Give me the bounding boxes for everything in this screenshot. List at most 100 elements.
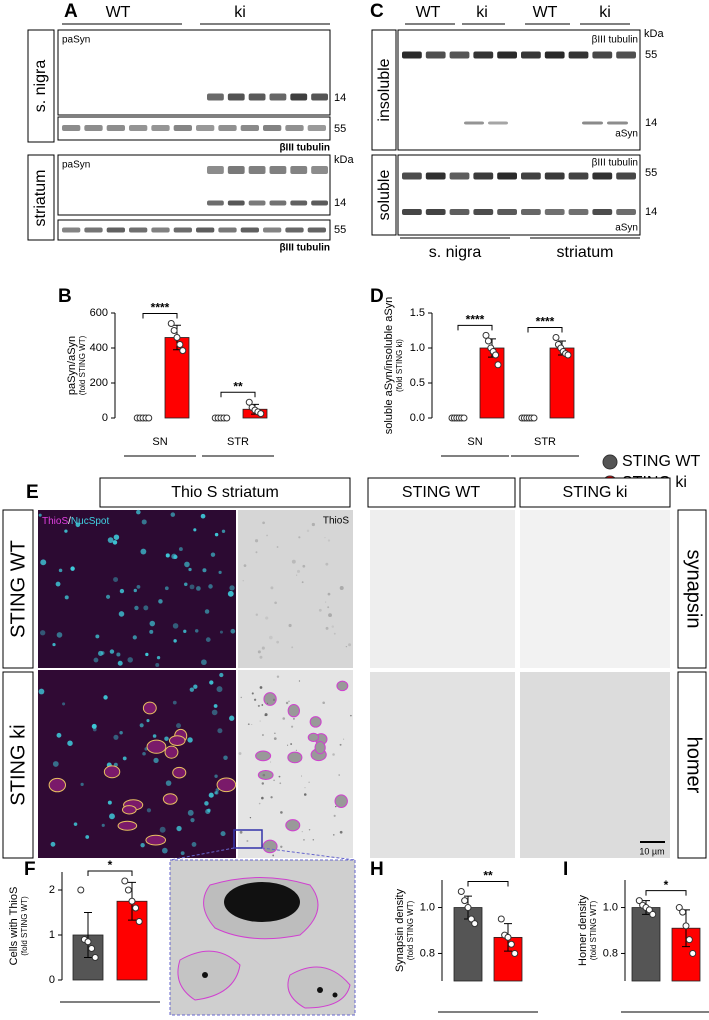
texture-dot xyxy=(312,838,315,841)
texture-dot xyxy=(50,841,56,847)
texture-dot xyxy=(188,567,192,572)
texture-dot xyxy=(251,692,254,695)
region-label: s. nigra xyxy=(429,244,482,261)
significance-bracket xyxy=(457,324,493,331)
blot-band xyxy=(425,51,446,59)
data-point xyxy=(167,320,175,327)
blot-band xyxy=(207,166,224,174)
texture-dot xyxy=(269,761,272,763)
target-label: aSyn xyxy=(615,223,638,234)
blot-band xyxy=(218,125,237,131)
texture-dot xyxy=(291,725,294,728)
texture-dot xyxy=(306,529,310,533)
texture-dot xyxy=(149,629,154,634)
texture-dot xyxy=(298,536,301,539)
blot-band xyxy=(240,227,259,233)
blot-panel-a: WT ki s. nigra paSyn 14 55 βIII tubulin … xyxy=(27,4,354,254)
panel-letter: D xyxy=(370,286,384,307)
micrograph xyxy=(520,510,670,668)
blot-band xyxy=(207,93,224,101)
blot-band xyxy=(129,125,148,131)
data-point xyxy=(88,945,96,952)
texture-dot xyxy=(215,788,220,792)
y-axis-note: (fold STING WT) xyxy=(589,900,598,960)
texture-dot xyxy=(183,629,187,633)
blot-band xyxy=(592,209,613,215)
data-point xyxy=(675,904,683,912)
texture-dot xyxy=(262,734,264,736)
data-point xyxy=(145,414,153,422)
texture-dot xyxy=(296,569,301,573)
blot-band xyxy=(449,51,470,59)
cell-outline xyxy=(121,805,137,815)
blot-band xyxy=(425,209,446,215)
blot-band xyxy=(207,200,224,206)
loading-label: βIII tubulin xyxy=(279,243,330,254)
texture-dot xyxy=(132,635,137,640)
texture-dot xyxy=(285,701,289,705)
texture-dot xyxy=(159,826,166,833)
blot-band xyxy=(84,125,103,131)
region-box xyxy=(27,29,55,143)
column-label: STING WT xyxy=(402,484,480,501)
blot-band xyxy=(106,125,125,131)
texture-dot xyxy=(139,723,144,728)
y-tick-label: 0.8 xyxy=(603,947,618,959)
texture-dot xyxy=(303,793,307,796)
data-point xyxy=(77,886,85,894)
blot-band xyxy=(106,227,125,233)
texture-dot xyxy=(229,715,235,721)
texture-dot xyxy=(290,743,293,745)
texture-dot xyxy=(318,608,322,612)
texture-dot xyxy=(308,829,311,831)
blot-band xyxy=(473,172,494,180)
texture-dot xyxy=(328,613,332,618)
texture-dot xyxy=(339,585,344,590)
texture-dot xyxy=(345,645,348,648)
blot-band xyxy=(497,209,517,215)
texture-dot xyxy=(274,601,277,605)
texture-dot xyxy=(208,792,214,798)
texture-dot xyxy=(324,537,326,539)
x-tick-label: SN xyxy=(152,436,167,448)
texture-dot xyxy=(73,822,78,826)
blot xyxy=(57,29,331,116)
texture-dot xyxy=(249,817,252,819)
texture-dot xyxy=(165,553,170,558)
texture-dot xyxy=(156,655,161,660)
texture-dot xyxy=(272,698,276,702)
blot-band xyxy=(307,227,326,233)
texture-dot xyxy=(339,830,343,834)
texture-dot xyxy=(155,662,160,667)
blot-band xyxy=(290,200,308,206)
texture-dot xyxy=(261,796,264,800)
fraction-box xyxy=(371,29,397,151)
texture-dot xyxy=(134,605,139,611)
blot-band xyxy=(568,51,589,59)
texture-dot xyxy=(105,594,111,599)
texture-dot xyxy=(109,813,115,820)
data-point xyxy=(245,398,253,406)
cell-outline xyxy=(216,777,237,793)
cell-outline xyxy=(117,820,138,831)
cell-outline xyxy=(257,769,274,780)
texture-dot xyxy=(247,723,250,726)
texture-dot xyxy=(52,761,59,767)
texture-dot xyxy=(56,732,62,738)
cell-outline xyxy=(162,793,178,805)
texture-dot xyxy=(183,582,188,587)
texture-dot xyxy=(221,529,226,533)
blot-band xyxy=(227,200,245,206)
blot-band xyxy=(521,51,541,59)
texture-dot xyxy=(158,599,163,604)
texture-dot xyxy=(172,700,177,705)
blot-band xyxy=(473,209,494,215)
cell-outline xyxy=(168,735,186,746)
row-label: homer xyxy=(683,737,705,794)
cell-outline xyxy=(287,703,300,718)
y-tick-label: 400 xyxy=(90,342,108,354)
texture-dot xyxy=(113,734,119,740)
